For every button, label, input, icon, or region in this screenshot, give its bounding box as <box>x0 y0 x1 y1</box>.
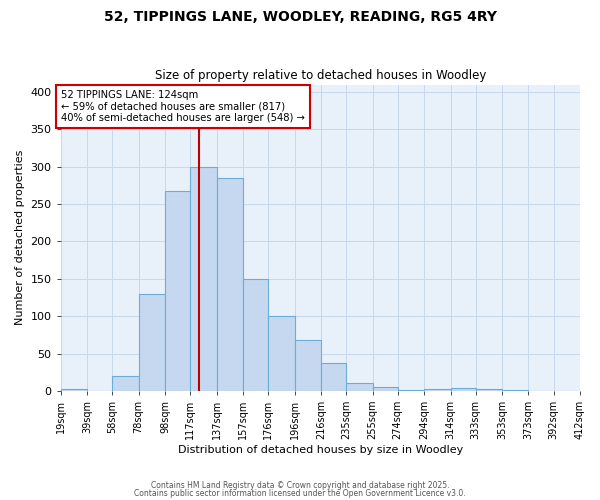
Bar <box>112 376 139 391</box>
Bar <box>295 340 321 391</box>
Bar <box>451 388 476 391</box>
Bar <box>190 167 217 391</box>
Text: 52, TIPPINGS LANE, WOODLEY, READING, RG5 4RY: 52, TIPPINGS LANE, WOODLEY, READING, RG5… <box>104 10 497 24</box>
Bar <box>165 192 190 391</box>
Bar <box>321 362 346 391</box>
Bar <box>398 390 424 391</box>
Text: 52 TIPPINGS LANE: 124sqm
← 59% of detached houses are smaller (817)
40% of semi-: 52 TIPPINGS LANE: 124sqm ← 59% of detach… <box>61 90 305 123</box>
Bar <box>346 384 373 391</box>
Bar <box>424 388 451 391</box>
Bar <box>476 388 502 391</box>
Title: Size of property relative to detached houses in Woodley: Size of property relative to detached ho… <box>155 69 486 82</box>
Text: Contains public sector information licensed under the Open Government Licence v3: Contains public sector information licen… <box>134 488 466 498</box>
Bar <box>268 316 295 391</box>
Bar <box>61 390 87 391</box>
Bar <box>502 390 529 391</box>
Text: Contains HM Land Registry data © Crown copyright and database right 2025.: Contains HM Land Registry data © Crown c… <box>151 481 449 490</box>
Bar <box>243 279 268 391</box>
Y-axis label: Number of detached properties: Number of detached properties <box>15 150 25 326</box>
X-axis label: Distribution of detached houses by size in Woodley: Distribution of detached houses by size … <box>178 445 463 455</box>
Bar <box>217 178 243 391</box>
Bar <box>139 294 165 391</box>
Bar <box>373 387 398 391</box>
